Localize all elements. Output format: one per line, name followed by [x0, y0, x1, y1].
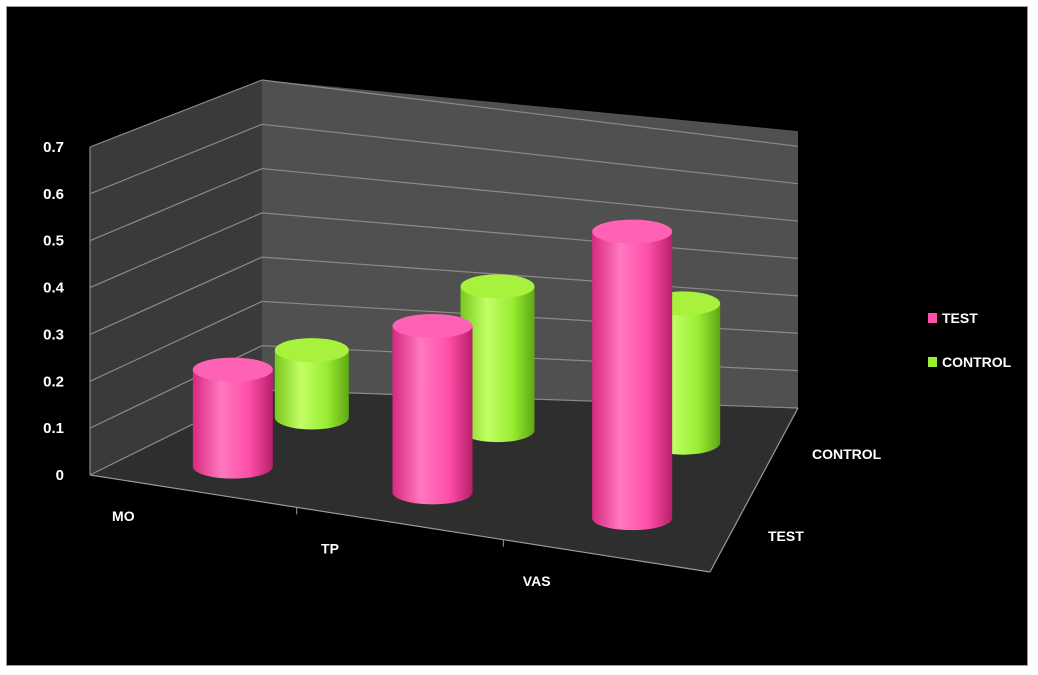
x-tick-label: MO: [112, 508, 135, 524]
gridline-side: [89, 256, 263, 335]
gridline-side: [89, 123, 263, 195]
depth-axis-labels: TEST CONTROL: [768, 446, 882, 544]
y-tick-label: 0.2: [43, 373, 64, 390]
bar-body: [460, 286, 535, 443]
bar-top: [192, 357, 273, 382]
bar-body: [592, 231, 673, 531]
gridline-back: [261, 167, 799, 222]
bar-top: [460, 274, 535, 299]
depth-axis-line: [709, 407, 799, 573]
legend: TEST CONTROL: [928, 310, 1012, 370]
legend-label: TEST: [942, 310, 978, 326]
y-tick-label: 0.3: [43, 326, 64, 343]
y-tick-label: 0.5: [43, 233, 64, 250]
y-axis-ticks: 0 0.1 0.2 0.3 0.4 0.5 0.6 0.7: [43, 139, 65, 484]
bar-top: [592, 219, 673, 244]
x-tick-label: VAS: [523, 573, 551, 589]
gridline-back: [261, 79, 799, 147]
legend-swatch: [928, 357, 937, 367]
bar-control-mo: [274, 338, 349, 430]
x-tick-label: TP: [321, 541, 339, 557]
bar-test-vas: [592, 219, 673, 531]
y-tick-label: 0.6: [43, 186, 64, 203]
bar-top: [392, 314, 473, 339]
bar-test-tp: [392, 314, 473, 505]
x-axis-line: [89, 474, 711, 573]
y-tick-label: 0.7: [43, 139, 64, 156]
depth-tick-label: CONTROL: [812, 446, 882, 462]
depth-tick-label: TEST: [768, 528, 804, 544]
gridline-side: [89, 212, 263, 289]
legend-swatch: [928, 313, 937, 323]
gridline-side: [89, 79, 263, 148]
bar-control-tp: [460, 274, 535, 443]
y-tick-label: 0: [56, 467, 64, 484]
bar-body: [274, 350, 349, 430]
gridline-side: [89, 168, 263, 242]
bar-body: [192, 369, 273, 479]
bars: [192, 219, 721, 531]
y-tick-label: 0.4: [43, 280, 65, 297]
gridline-back: [261, 123, 799, 185]
gridline-back: [261, 256, 799, 297]
y-tick-label: 0.1: [43, 420, 64, 437]
gridline-back: [261, 212, 799, 260]
bar-top: [274, 338, 349, 363]
bar-body: [392, 326, 473, 505]
bar-test-mo: [192, 357, 273, 479]
x-axis-labels: MO TP VAS: [112, 507, 551, 589]
gridline-side: [89, 300, 263, 382]
legend-label: CONTROL: [942, 354, 1012, 370]
